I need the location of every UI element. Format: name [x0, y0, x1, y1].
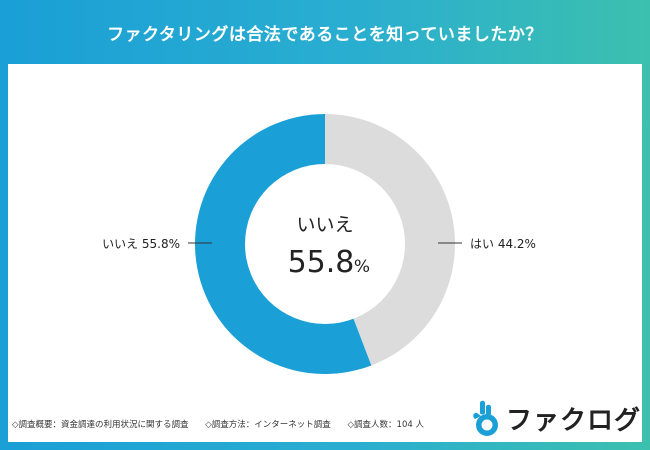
chart-title: ファクタリングは合法であることを知っていましたか？ — [107, 24, 543, 45]
footer-survey-method: ◇調査方法：インターネット調査 — [205, 420, 331, 430]
donut-hole — [245, 164, 405, 324]
center-unit: % — [354, 257, 370, 277]
brand-logo: ファクログ — [472, 398, 641, 438]
logo-text: ファクログ — [506, 405, 642, 436]
footer-survey-count: ◇調査人数：104 人 — [347, 420, 424, 430]
survey-footer: ◇調査概要：資金調達の利用状況に関する調査 ◇調査方法：インターネット調査 ◇調… — [12, 418, 438, 430]
footer-survey-overview: ◇調査概要：資金調達の利用状況に関する調査 — [12, 420, 189, 430]
center-label: いいえ — [296, 214, 353, 236]
thumbs-up-icon — [473, 400, 498, 436]
slice-label-1: いいえ 55.8% — [102, 237, 180, 251]
center-value: 55.8 — [288, 245, 355, 280]
slice-label-0: はい 44.2% — [470, 237, 536, 251]
